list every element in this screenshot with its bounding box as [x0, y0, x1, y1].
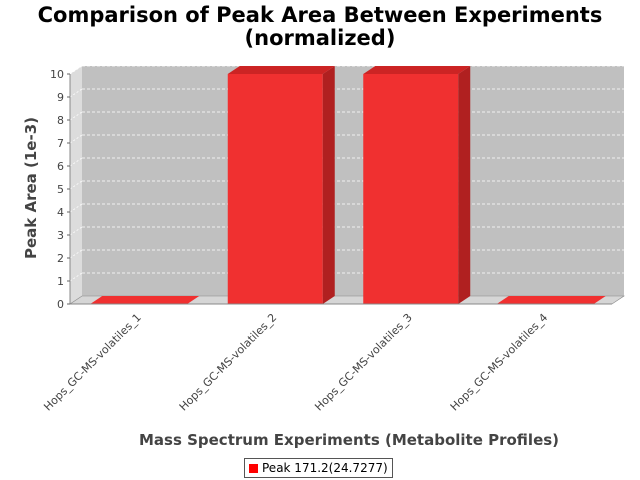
- bar-side: [458, 66, 471, 304]
- gridline-diagonal: [69, 134, 83, 144]
- gridlines: [69, 65, 624, 282]
- y-tick-label: 8: [57, 114, 64, 127]
- gridline-diagonal: [69, 111, 83, 121]
- gridline-diagonal: [69, 226, 83, 236]
- gridline-diagonal: [69, 88, 83, 98]
- x-tick-label: Hops_GC-MS-volatiles_2: [177, 311, 280, 414]
- x-tick-label: Hops_GC-MS-volatiles_4: [448, 311, 551, 414]
- bar-front: [227, 74, 323, 304]
- y-axis-label: Peak Area (1e-3): [22, 117, 40, 259]
- y-tick-label: 6: [57, 160, 64, 173]
- bar-flat: [90, 296, 200, 304]
- bars: [90, 66, 606, 304]
- plot-left-wall: [70, 66, 82, 304]
- y-tick-label: 2: [57, 252, 64, 265]
- legend: Peak 171.2(24.7277): [244, 458, 393, 478]
- gridline-diagonal: [69, 65, 83, 75]
- gridline-diagonal: [69, 180, 83, 190]
- chart-title-line-1: Comparison of Peak Area Between Experime…: [37, 3, 603, 27]
- x-tick-label: Hops_GC-MS-volatiles_1: [41, 311, 144, 414]
- x-tick-labels: Hops_GC-MS-volatiles_1 Hops_GC-MS-volatil…: [41, 311, 550, 414]
- legend-label: Peak 171.2(24.7277): [262, 461, 388, 475]
- y-tick-label: 1: [57, 275, 64, 288]
- bar: [363, 66, 471, 304]
- gridline-diagonal: [69, 249, 83, 259]
- y-tick-label: 3: [57, 229, 64, 242]
- x-tick-label: Hops_GC-MS-volatiles_3: [312, 311, 415, 414]
- bar-top: [227, 66, 335, 74]
- bar: [90, 296, 200, 304]
- y-tick-label: 7: [57, 137, 64, 150]
- bar: [227, 66, 335, 304]
- gridline-diagonal: [69, 272, 83, 282]
- x-axis-label: Mass Spectrum Experiments (Metabolite Pr…: [139, 431, 559, 449]
- bar: [496, 296, 606, 304]
- bar-side: [322, 66, 335, 304]
- legend-swatch: [249, 463, 258, 473]
- y-tick-label: 4: [57, 206, 64, 219]
- y-tick-label: 5: [57, 183, 64, 196]
- bar-flat: [496, 296, 606, 304]
- plot-background: [69, 66, 625, 305]
- bar-front: [363, 74, 459, 304]
- chart-title-line-2: (normalized): [244, 26, 396, 50]
- gridline-diagonal: [69, 157, 83, 167]
- y-tick-labels: 0 1 2 3 4 5 6 7 8 9 10: [50, 68, 70, 311]
- bar-top: [363, 66, 471, 74]
- gridline-diagonal: [69, 203, 83, 213]
- y-tick-label: 0: [57, 298, 64, 311]
- y-tick-label: 9: [57, 91, 64, 104]
- y-tick-label: 10: [50, 68, 64, 81]
